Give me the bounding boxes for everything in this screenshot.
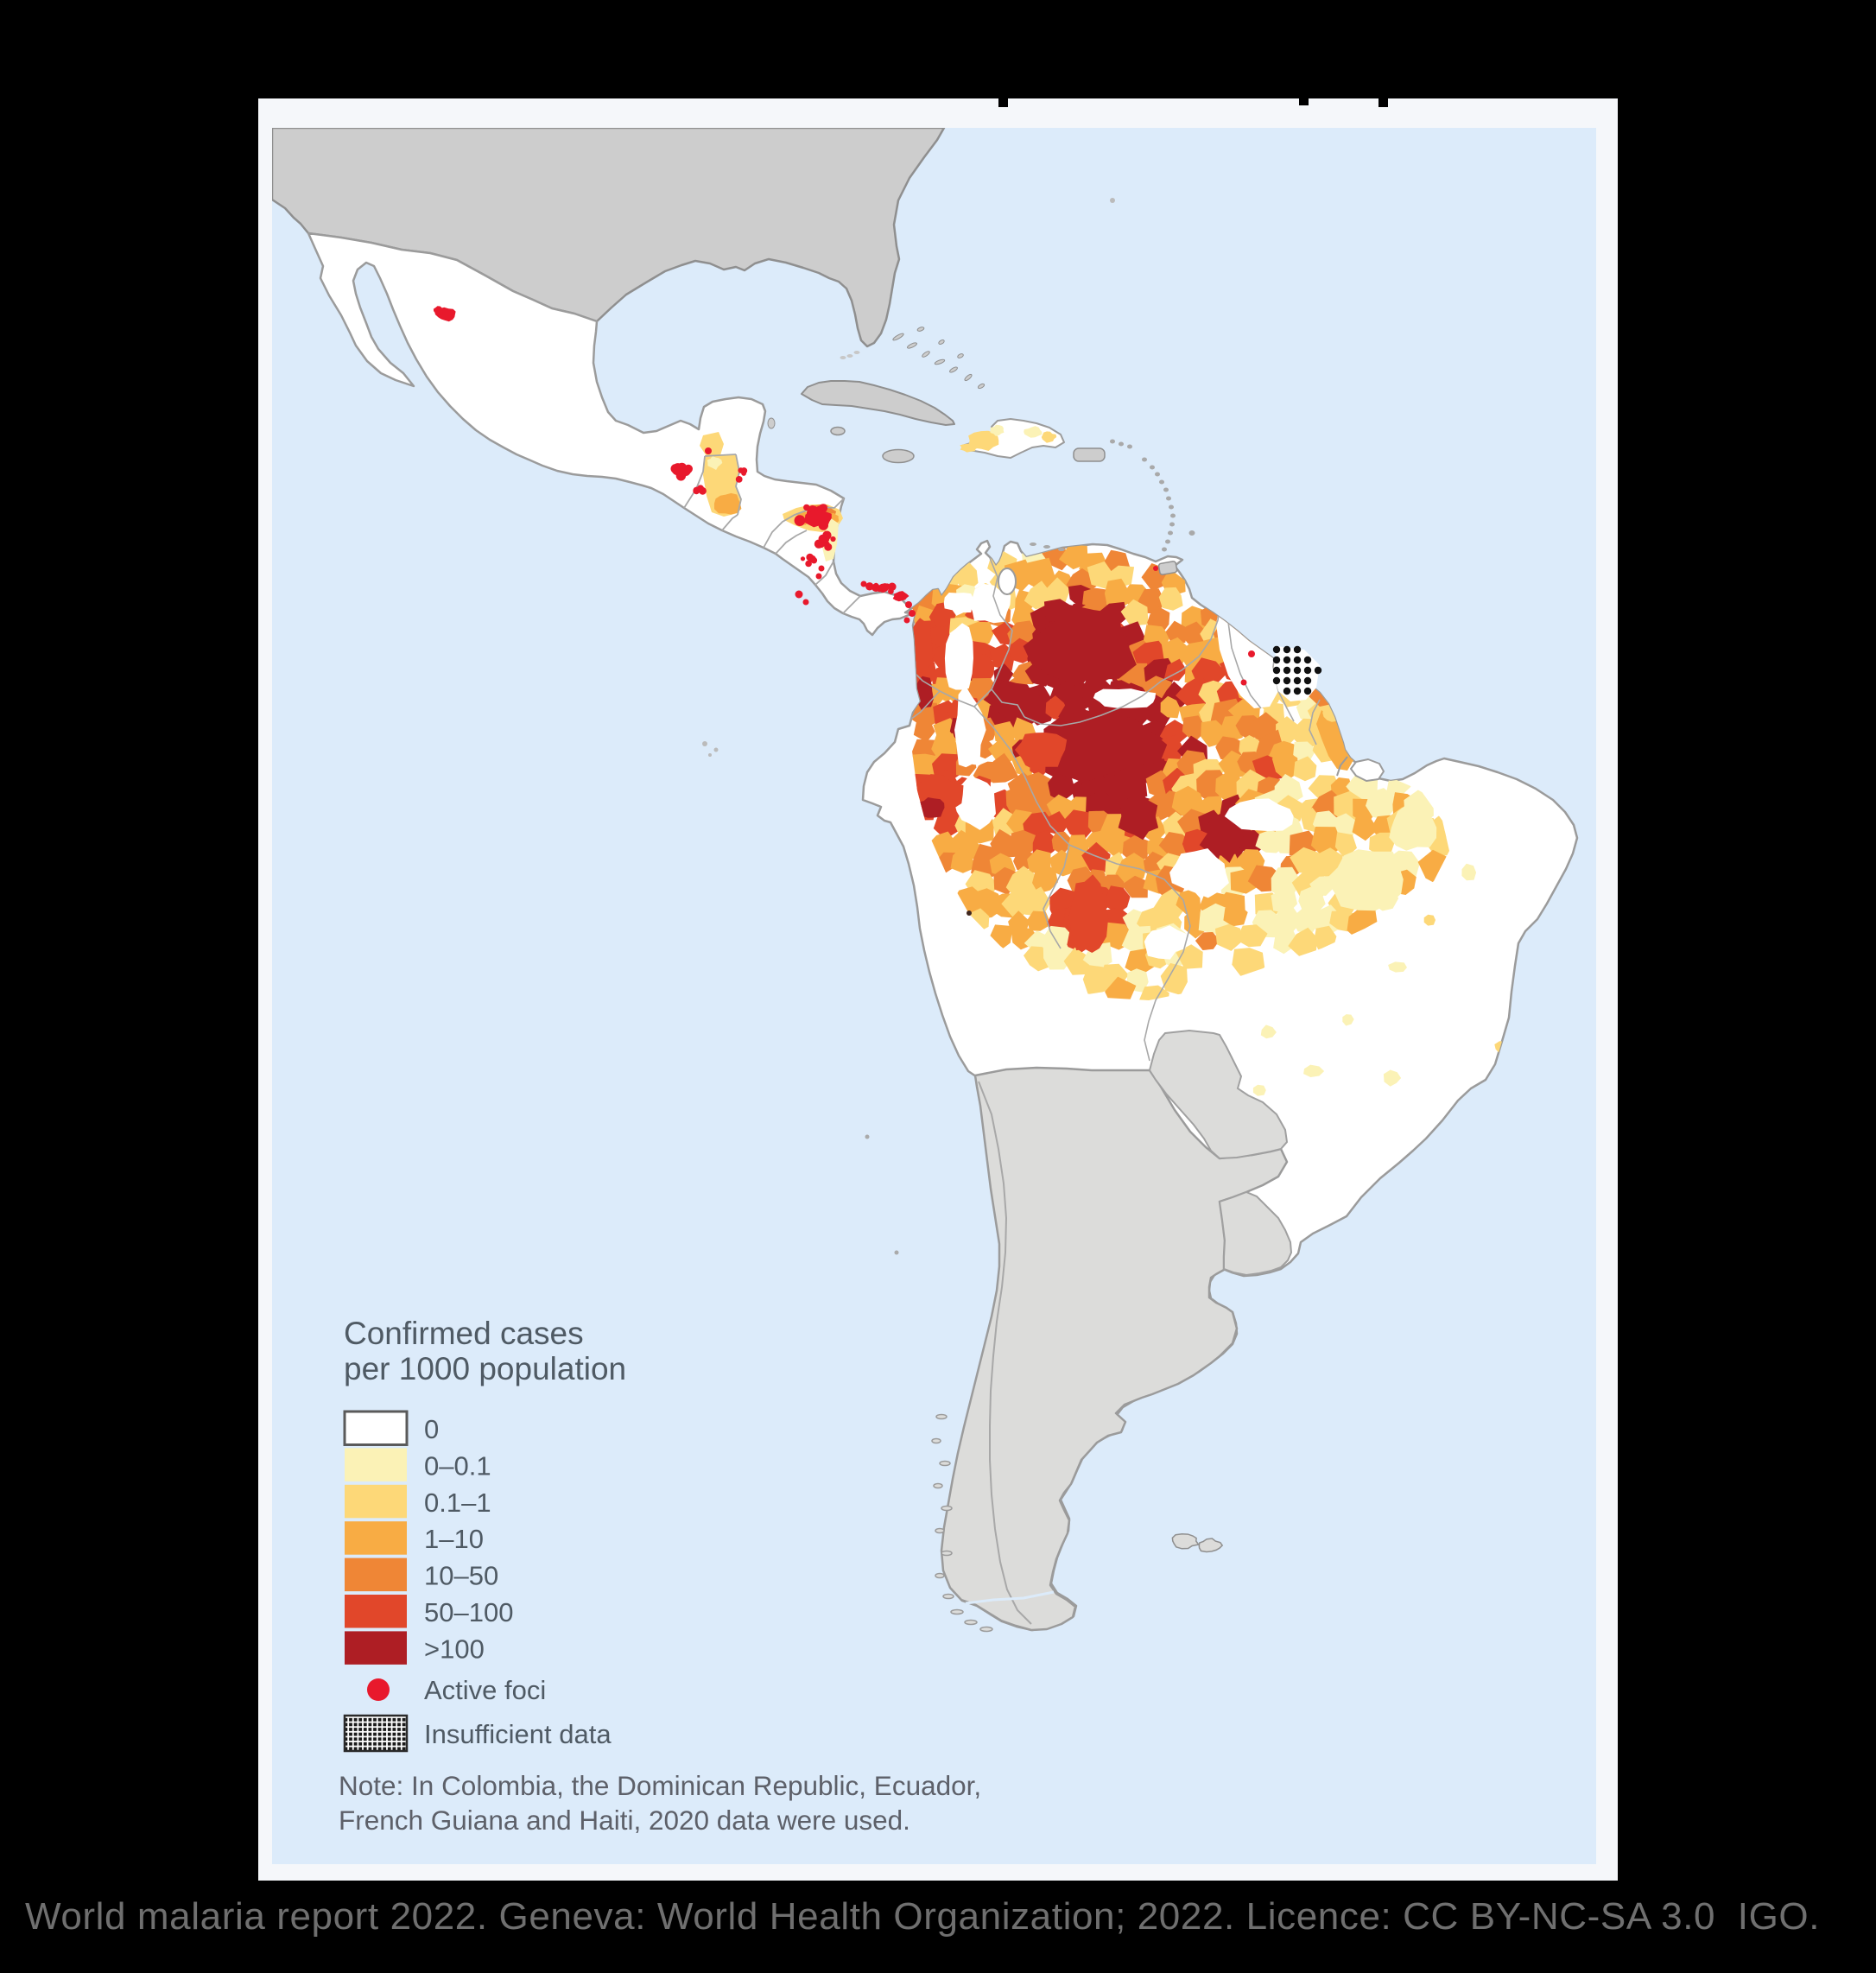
svg-text:0.1–1: 0.1–1 — [424, 1488, 491, 1518]
svg-text:50–100: 50–100 — [424, 1597, 513, 1627]
svg-text:1–10: 1–10 — [424, 1524, 484, 1554]
svg-text:0: 0 — [424, 1414, 439, 1444]
svg-text:Confirmed cases: Confirmed cases — [344, 1316, 584, 1351]
svg-text:French Guiana and Haiti, 2020: French Guiana and Haiti, 2020 data were … — [339, 1805, 910, 1836]
svg-text:per 1000 population: per 1000 population — [344, 1351, 626, 1386]
svg-text:Note: In Colombia, the Dominic: Note: In Colombia, the Dominican Republi… — [339, 1770, 981, 1801]
svg-text:>100: >100 — [424, 1634, 485, 1664]
svg-text:World malaria report 2022. Gen: World malaria report 2022. Geneva: World… — [25, 1895, 1820, 1938]
svg-text:Insufficient data: Insufficient data — [424, 1719, 612, 1749]
svg-text:Active foci: Active foci — [424, 1675, 546, 1705]
svg-text:0–0.1: 0–0.1 — [424, 1450, 491, 1481]
svg-text:10–50: 10–50 — [424, 1561, 498, 1591]
